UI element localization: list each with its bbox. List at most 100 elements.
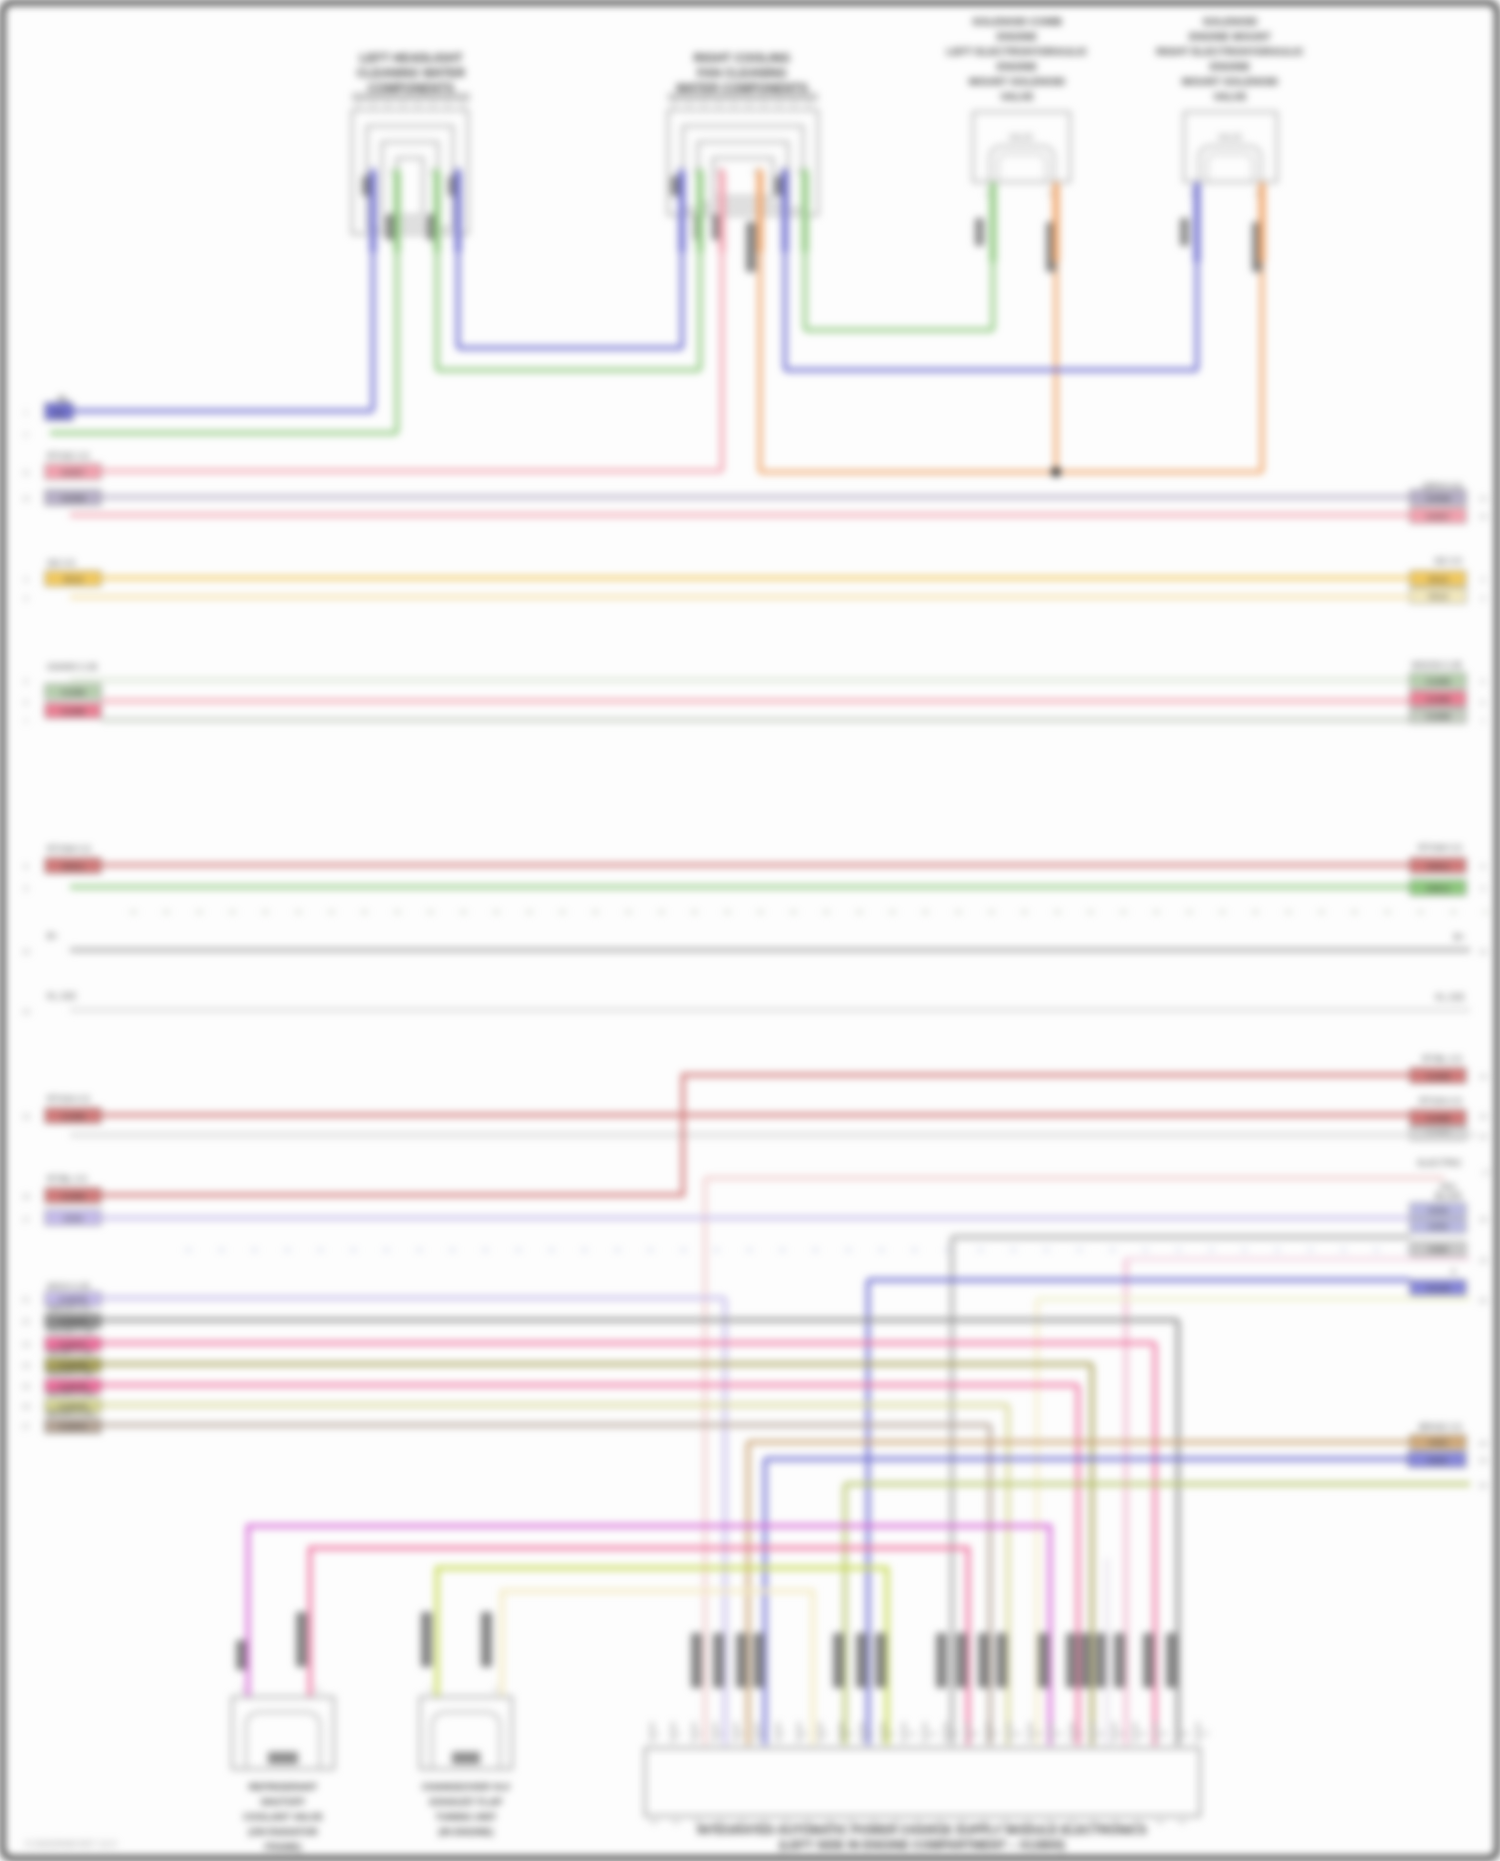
svg-text:26: 26 [1181,1731,1189,1738]
svg-text:16: 16 [1479,1132,1487,1141]
svg-text:CLEANING WATER: CLEANING WATER [357,66,466,80]
svg-text:VALVE: VALVE [1000,91,1033,103]
svg-text:X4357: X4357 [61,468,86,478]
svg-text:22: 22 [22,1317,30,1326]
svg-text:8: 8 [24,862,28,871]
svg-text:7: 7 [1481,717,1485,726]
svg-text:RT/BL 0.5: RT/BL 0.5 [47,1174,87,1184]
svg-text:X402: X402 [1428,1438,1448,1448]
svg-text:(IN ENGINE): (IN ENGINE) [439,1827,494,1838]
svg-text:22: 22 [1097,1731,1105,1738]
svg-text:GR/VI 0.5: GR/VI 0.5 [1422,481,1462,491]
svg-text:X254: X254 [63,1214,83,1224]
svg-text:RT/SW 0.5: RT/SW 0.5 [47,844,91,854]
svg-text:1: 1 [240,1685,244,1694]
svg-text:VALVE: VALVE [1009,133,1034,142]
svg-text:RT/SW 0.5: RT/SW 0.5 [1418,843,1462,853]
svg-text:A: A [1451,1267,1456,1276]
svg-text:1: 1 [985,189,989,198]
svg-text:12: 12 [887,1731,895,1738]
svg-text:24: 24 [22,1361,30,1370]
svg-text:9: 9 [1481,884,1485,893]
svg-text:1: 1 [1190,189,1194,198]
svg-text:SOLENOID COMB: SOLENOID COMB [972,16,1062,28]
svg-text:11: 11 [22,468,30,477]
svg-text:4: 4 [1481,594,1485,603]
svg-text:13: 13 [1479,512,1487,521]
svg-text:14: 14 [1479,1072,1487,1081]
svg-text:18: 18 [1013,1731,1021,1738]
svg-text:X403: X403 [1427,1456,1447,1466]
svg-text:LEFT HEADLIGHT: LEFT HEADLIGHT [359,51,463,65]
svg-text:X1898: X1898 [61,688,86,698]
svg-text:23: 23 [1118,1731,1126,1738]
svg-text:COOLANT VALVE: COOLANT VALVE [243,1812,323,1823]
svg-text:RIGHT ELECTROHYDRAULIC: RIGHT ELECTROHYDRAULIC [1156,46,1304,58]
svg-text:LEFT ELECTROHYDRAULIC: LEFT ELECTROHYDRAULIC [946,46,1088,58]
svg-text:X255: X255 [1428,1222,1448,1232]
svg-text:8: 8 [1481,862,1485,871]
svg-text:15: 15 [1479,1112,1487,1121]
svg-text:6: 6 [761,1731,765,1738]
svg-text:© DIAGRAM KEY 12.0: © DIAGRAM KEY 12.0 [25,1839,117,1849]
svg-text:17: 17 [1482,1168,1490,1177]
svg-text:20: 20 [1479,1296,1487,1305]
svg-text:KL.31E: KL.31E [47,991,77,1001]
svg-text:10: 10 [1479,947,1487,956]
svg-text:17: 17 [22,1215,30,1224]
svg-text:28: 28 [1479,1439,1487,1448]
svg-text:WATER COMPONENTS: WATER COMPONENTS [676,81,808,95]
svg-text:MOUNT SOLENOID: MOUNT SOLENOID [1182,76,1279,88]
svg-text:21: 21 [22,1295,30,1304]
svg-text:19: 19 [1034,1731,1042,1738]
svg-text:B+: B+ [47,931,58,941]
svg-text:X514: X514 [1428,592,1448,602]
svg-text:SOLENOID: SOLENOID [1203,16,1258,28]
svg-text:3: 3 [716,167,720,176]
svg-text:16: 16 [971,1731,979,1738]
svg-text:11: 11 [866,1731,873,1738]
svg-text:10: 10 [845,1731,853,1738]
svg-text:EXHAUST FLAP: EXHAUST FLAP [430,1797,504,1808]
svg-text:VALVE: VALVE [1218,133,1243,142]
svg-text:21: 21 [1076,1731,1084,1738]
svg-text:8: 8 [803,1731,807,1738]
svg-text:X18040: X18040 [58,1402,88,1412]
svg-text:WS/VI 0.35: WS/VI 0.35 [47,1281,90,1291]
svg-text:X6811: X6811 [1426,862,1450,872]
svg-text:31: 31 [54,409,64,419]
svg-text:TUNING UNIT: TUNING UNIT [435,1812,496,1823]
svg-text:RED: RED [1440,1182,1456,1191]
svg-text:BL: BL [58,394,69,404]
svg-text:MOUNT SOLENOID: MOUNT SOLENOID [969,76,1066,88]
svg-text:25: 25 [1160,1731,1168,1738]
svg-text:2: 2 [1255,189,1259,198]
svg-text:7: 7 [782,1731,786,1738]
svg-text:3: 3 [430,167,434,176]
svg-text:17: 17 [992,1731,1000,1738]
svg-text:2: 2 [494,1685,498,1694]
svg-text:X1898: X1898 [61,707,86,717]
svg-text:2: 2 [1048,189,1052,198]
svg-text:X1898: X1898 [61,1112,86,1122]
svg-text:(LEFT SIDE IN ENGINE COMPARTME: (LEFT SIDE IN ENGINE COMPARTMENT – X1380… [779,1838,1065,1852]
svg-text:ENGINE: ENGINE [997,31,1037,43]
svg-text:4: 4 [753,167,757,176]
svg-text:FRAME): FRAME) [265,1842,302,1853]
svg-text:X6811: X6811 [61,862,85,872]
svg-text:RS/SW 0.35: RS/SW 0.35 [47,1326,94,1336]
svg-text:X1898: X1898 [1426,695,1451,705]
svg-text:RT/BL 0.5: RT/BL 0.5 [1422,1054,1462,1064]
svg-text:X4358: X4358 [1426,494,1451,504]
svg-text:26: 26 [22,1402,30,1411]
svg-text:X18038: X18038 [58,1361,88,1371]
svg-text:X1899: X1899 [1426,1072,1451,1082]
svg-text:X18041: X18041 [58,1422,88,1432]
svg-text:FAN CLEANING: FAN CLEANING [697,66,787,80]
svg-text:X513: X513 [63,575,83,585]
svg-text:1: 1 [364,167,368,176]
svg-text:COMPONENTS: COMPONENTS [368,81,454,95]
svg-text:27: 27 [1202,1731,1210,1738]
svg-text:INTEGRATED AUTOMATIC POWER CHA: INTEGRATED AUTOMATIC POWER CHARGE SUPPLY… [697,1823,1147,1837]
svg-text:2: 2 [677,1731,681,1738]
